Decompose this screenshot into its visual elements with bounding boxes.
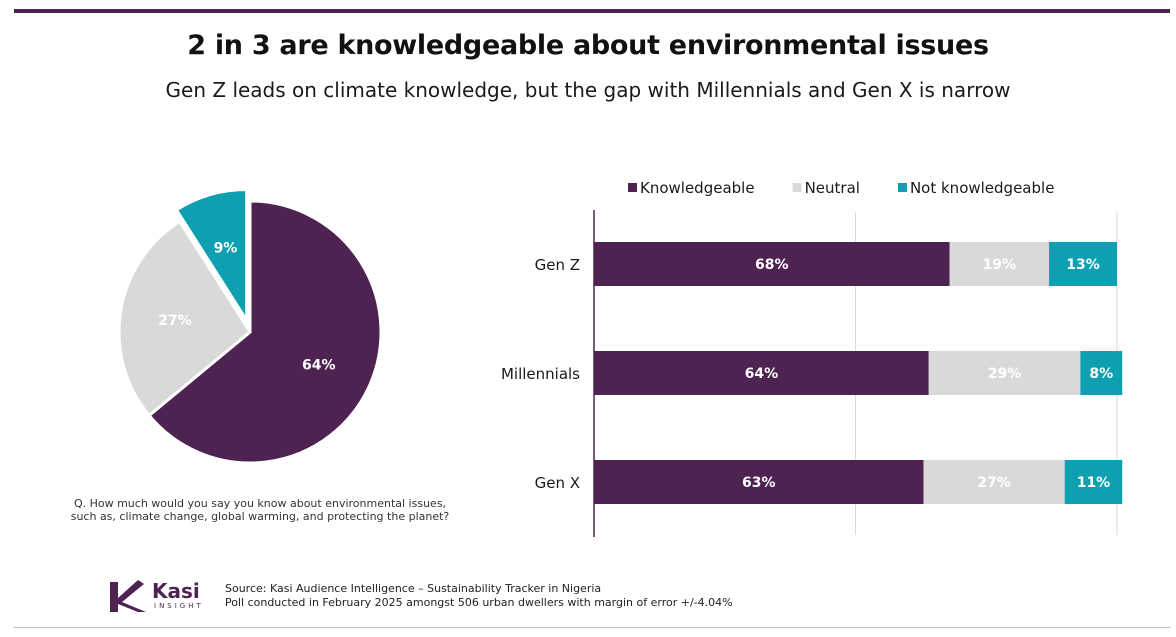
legend-swatch-knowledgeable <box>628 183 637 192</box>
kasi-logo: Kasi INSIGHT <box>108 578 208 614</box>
survey-question: Q. How much would you say you know about… <box>70 497 450 523</box>
top-rule <box>14 9 1170 13</box>
pie-label-knowledgeable: 64% <box>302 357 336 373</box>
bar-gen-x-not-knowledgeable <box>1064 460 1123 504</box>
source-note: Source: Kasi Audience Intelligence – Sus… <box>225 582 733 610</box>
bar-millennials-knowledgeable <box>594 351 929 395</box>
legend-swatch-not-knowledgeable <box>897 183 907 192</box>
bar-label-gen-x-not-knowledgeable: 11% <box>1077 475 1111 491</box>
logo-name: Kasi <box>152 579 200 603</box>
page-title: 2 in 3 are knowledgeable about environme… <box>187 30 989 61</box>
bar-label-gen-x-neutral: 27% <box>977 475 1011 491</box>
pie-slice-neutral <box>117 219 252 418</box>
bar-gen-z-not-knowledgeable <box>1049 242 1117 286</box>
bar-label-gen-z-knowledgeable: 68% <box>755 257 789 273</box>
legend-swatch-neutral <box>792 183 802 192</box>
legend-label-neutral: Neutral <box>805 179 860 197</box>
bar-label-gen-z-neutral: 19% <box>983 257 1017 273</box>
category-label-gen-z: Gen Z <box>535 256 580 274</box>
pie-slice-knowledgeable <box>146 199 383 465</box>
bar-label-millennials-not-knowledgeable: 8% <box>1089 366 1113 382</box>
source-line-2: Poll conducted in February 2025 amongst … <box>225 596 733 609</box>
logo-tagline: INSIGHT <box>154 602 204 610</box>
bar-label-gen-z-not-knowledgeable: 13% <box>1066 257 1100 273</box>
bar-label-gen-x-knowledgeable: 63% <box>742 475 776 491</box>
bar-millennials-not-knowledgeable <box>1080 351 1123 395</box>
page-subtitle: Gen Z leads on climate knowledge, but th… <box>165 78 1011 102</box>
bar-label-millennials-knowledgeable: 64% <box>745 366 779 382</box>
bar-gen-x-knowledgeable <box>594 460 924 504</box>
bar-gen-x-neutral <box>923 460 1065 504</box>
pie-label-neutral: 27% <box>158 313 192 329</box>
bar-gen-z-neutral <box>949 242 1050 286</box>
bar-millennials-neutral <box>928 351 1081 395</box>
category-label-millennials: Millennials <box>501 365 580 383</box>
legend-label-knowledgeable: Knowledgeable <box>640 179 755 197</box>
bar-label-millennials-neutral: 29% <box>988 366 1022 382</box>
bar-gen-z-knowledgeable <box>594 242 950 286</box>
legend-label-not-knowledgeable: Not knowledgeable <box>910 179 1054 197</box>
bottom-rule <box>14 627 1170 628</box>
category-label-gen-x: Gen X <box>535 474 580 492</box>
kasi-logo-mark <box>110 580 146 612</box>
source-line-1: Source: Kasi Audience Intelligence – Sus… <box>225 582 602 595</box>
pie-slice-not-knowledgeable <box>174 187 249 326</box>
pie-label-not-knowledgeable: 9% <box>214 241 238 257</box>
